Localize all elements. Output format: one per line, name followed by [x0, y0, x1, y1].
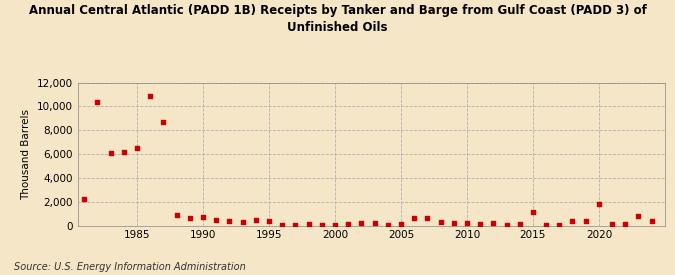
Point [554, 223, 565, 227]
Point [382, 223, 393, 227]
Point [369, 221, 380, 225]
Point [329, 223, 340, 227]
Point [620, 222, 630, 226]
Y-axis label: Thousand Barrels: Thousand Barrels [21, 109, 31, 199]
Point [317, 223, 327, 227]
Text: Annual Central Atlantic (PADD 1B) Receipts by Tanker and Barge from Gulf Coast (: Annual Central Atlantic (PADD 1B) Receip… [28, 4, 647, 34]
Point [237, 220, 248, 224]
Point [198, 215, 209, 219]
Point [462, 221, 472, 225]
Point [224, 219, 235, 223]
Point [422, 216, 433, 221]
Point [158, 120, 169, 124]
Point [633, 214, 644, 218]
Point [567, 219, 578, 223]
Point [343, 222, 354, 227]
Point [541, 223, 551, 227]
Point [396, 222, 406, 227]
Point [356, 221, 367, 225]
Point [527, 210, 538, 214]
Point [409, 216, 420, 221]
Point [448, 221, 459, 225]
Point [580, 219, 591, 223]
Point [475, 222, 485, 227]
Point [184, 216, 195, 221]
Point [92, 99, 103, 104]
Point [593, 202, 604, 206]
Point [514, 222, 525, 227]
Point [105, 151, 116, 155]
Point [607, 222, 618, 227]
Point [646, 219, 657, 223]
Point [501, 223, 512, 227]
Point [435, 220, 446, 224]
Point [171, 213, 182, 217]
Point [79, 197, 90, 202]
Point [145, 94, 156, 98]
Point [290, 223, 301, 227]
Point [132, 146, 142, 150]
Point [211, 217, 221, 222]
Text: Source: U.S. Energy Information Administration: Source: U.S. Energy Information Administ… [14, 262, 245, 272]
Point [250, 217, 261, 222]
Point [263, 219, 274, 223]
Point [277, 223, 288, 227]
Point [118, 149, 129, 154]
Point [303, 222, 314, 227]
Point [488, 221, 499, 225]
